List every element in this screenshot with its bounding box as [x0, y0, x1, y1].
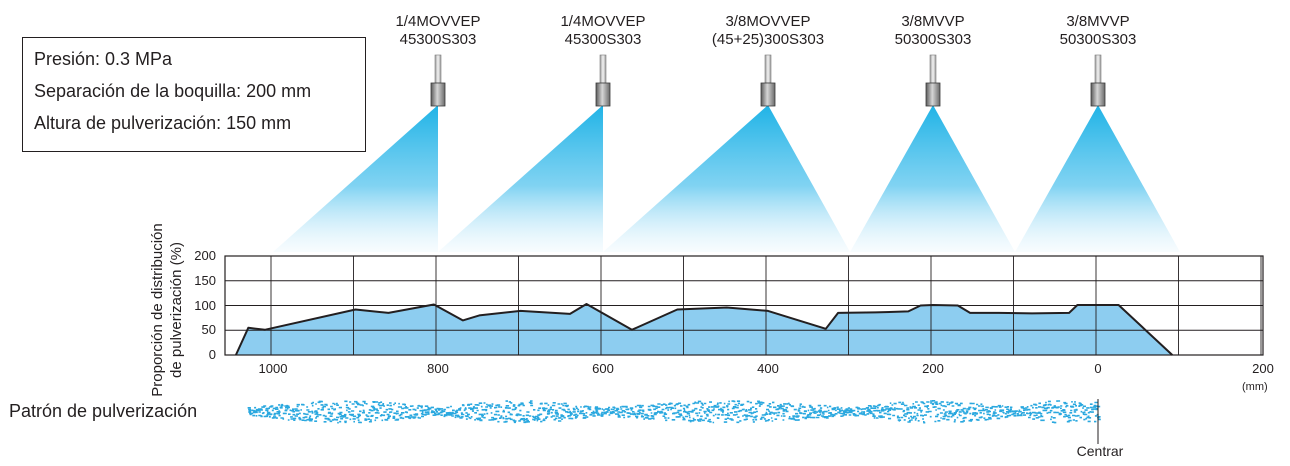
spray-pattern-dots [247, 400, 1101, 424]
nozzle-body [760, 82, 776, 107]
nozzle-pipe [434, 54, 442, 84]
nozzle-body [430, 82, 446, 107]
plot-frame [224, 255, 1264, 356]
height-text: Altura de pulverización: 150 mm [34, 113, 292, 133]
nozzle-pipe [1094, 54, 1102, 84]
nozzle-label: 1/4MOVVEP 45300S303 [518, 13, 688, 49]
nozzle-model: 1/4MOVVEP [395, 13, 481, 30]
nozzle-body [1090, 82, 1106, 107]
center-label: Centrar [1076, 443, 1124, 459]
spray-fan [603, 105, 850, 252]
x-tick-label: 400 [757, 361, 779, 376]
y-tick-label: 100 [194, 297, 216, 313]
spray-pattern-strip [247, 400, 1101, 424]
nozzle-model: 3/8MVVP [1066, 13, 1130, 30]
spray-fan [1015, 105, 1180, 252]
spray-fan [273, 105, 438, 252]
y-tick-label: 50 [201, 322, 216, 338]
nozzle-code: 45300S303 [564, 31, 642, 48]
x-axis-unit: (mm) [1242, 381, 1268, 393]
nozzle-code: 50300S303 [894, 31, 972, 48]
spray-fans [273, 105, 1180, 252]
nozzle-pipe [599, 54, 607, 84]
conditions-box: Presión: 0.3 MPa Separación de la boquil… [22, 37, 366, 152]
spray-fan [850, 105, 1015, 252]
y-tick-label: 200 [194, 248, 216, 263]
distribution-chart [224, 255, 1264, 356]
nozzle-label: 3/8MVVP 50300S303 [1013, 13, 1183, 49]
x-tick-label: 600 [592, 361, 614, 376]
pressure-text: Presión: 0.3 MPa [34, 49, 173, 69]
nozzle-label: 1/4MOVVEP 45300S303 [353, 13, 523, 49]
nozzle-model: 3/8MVVP [901, 13, 965, 30]
x-tick-label: 1000 [258, 361, 288, 376]
nozzle-model: 1/4MOVVEP [560, 13, 646, 30]
nozzle-label: 3/8MOVVEP (45+25)300S303 [683, 13, 853, 49]
nozzles [430, 54, 1106, 107]
x-tick-label: 200 [922, 361, 944, 376]
pattern-label: Patrón de pulverización [9, 401, 198, 421]
y-tick-label: 150 [194, 272, 216, 288]
y-tick-label: 0 [208, 347, 216, 362]
x-tick-label: 200 [1252, 361, 1274, 376]
spray-fan [438, 105, 603, 252]
nozzle-pipe [764, 54, 772, 84]
y-axis-label-line1: Proporción de distribución [149, 223, 166, 397]
x-tick-label: 0 [1094, 361, 1102, 376]
nozzle-pipe [929, 54, 937, 84]
nozzle-label: 3/8MVVP 50300S303 [848, 13, 1018, 49]
nozzle-code: 50300S303 [1059, 31, 1137, 48]
x-tick-label: 800 [427, 361, 449, 376]
nozzle-body [925, 82, 941, 107]
separation-text: Separación de la boquilla: 200 mm [34, 81, 312, 101]
distribution-area [235, 304, 1173, 355]
nozzle-body [595, 82, 611, 107]
nozzle-code: (45+25)300S303 [711, 31, 825, 48]
nozzle-code: 45300S303 [399, 31, 477, 48]
nozzle-model: 3/8MOVVEP [725, 13, 811, 30]
